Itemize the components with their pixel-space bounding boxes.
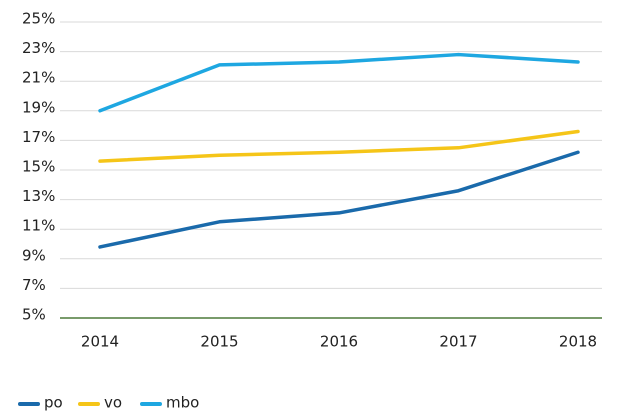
- line: [98, 129, 580, 163]
- x-tick-label: 2015: [200, 333, 238, 351]
- y-tick-label: 7%: [22, 276, 46, 294]
- legend-label: vo: [104, 394, 122, 412]
- y-tick-label: 11%: [22, 217, 55, 235]
- line: [98, 52, 580, 113]
- y-tick-label: 21%: [22, 69, 55, 87]
- y-tick-label: 23%: [22, 39, 55, 57]
- legend-label: po: [44, 394, 63, 412]
- x-tick-label: 2018: [559, 333, 597, 351]
- y-tick-label: 13%: [22, 187, 55, 205]
- x-tick-label: 2017: [439, 333, 477, 351]
- y-tick-label: 25%: [22, 10, 55, 28]
- x-tick-label: 2014: [81, 333, 119, 351]
- y-tick-label: 15%: [22, 158, 55, 176]
- legend-label: mbo: [166, 394, 199, 412]
- y-tick-label: 17%: [22, 128, 55, 146]
- x-tick-label: 2016: [320, 333, 358, 351]
- line: [98, 150, 580, 249]
- y-tick-label: 9%: [22, 246, 46, 264]
- y-tick-label: 19%: [22, 98, 55, 116]
- y-tick-label: 5%: [22, 306, 46, 324]
